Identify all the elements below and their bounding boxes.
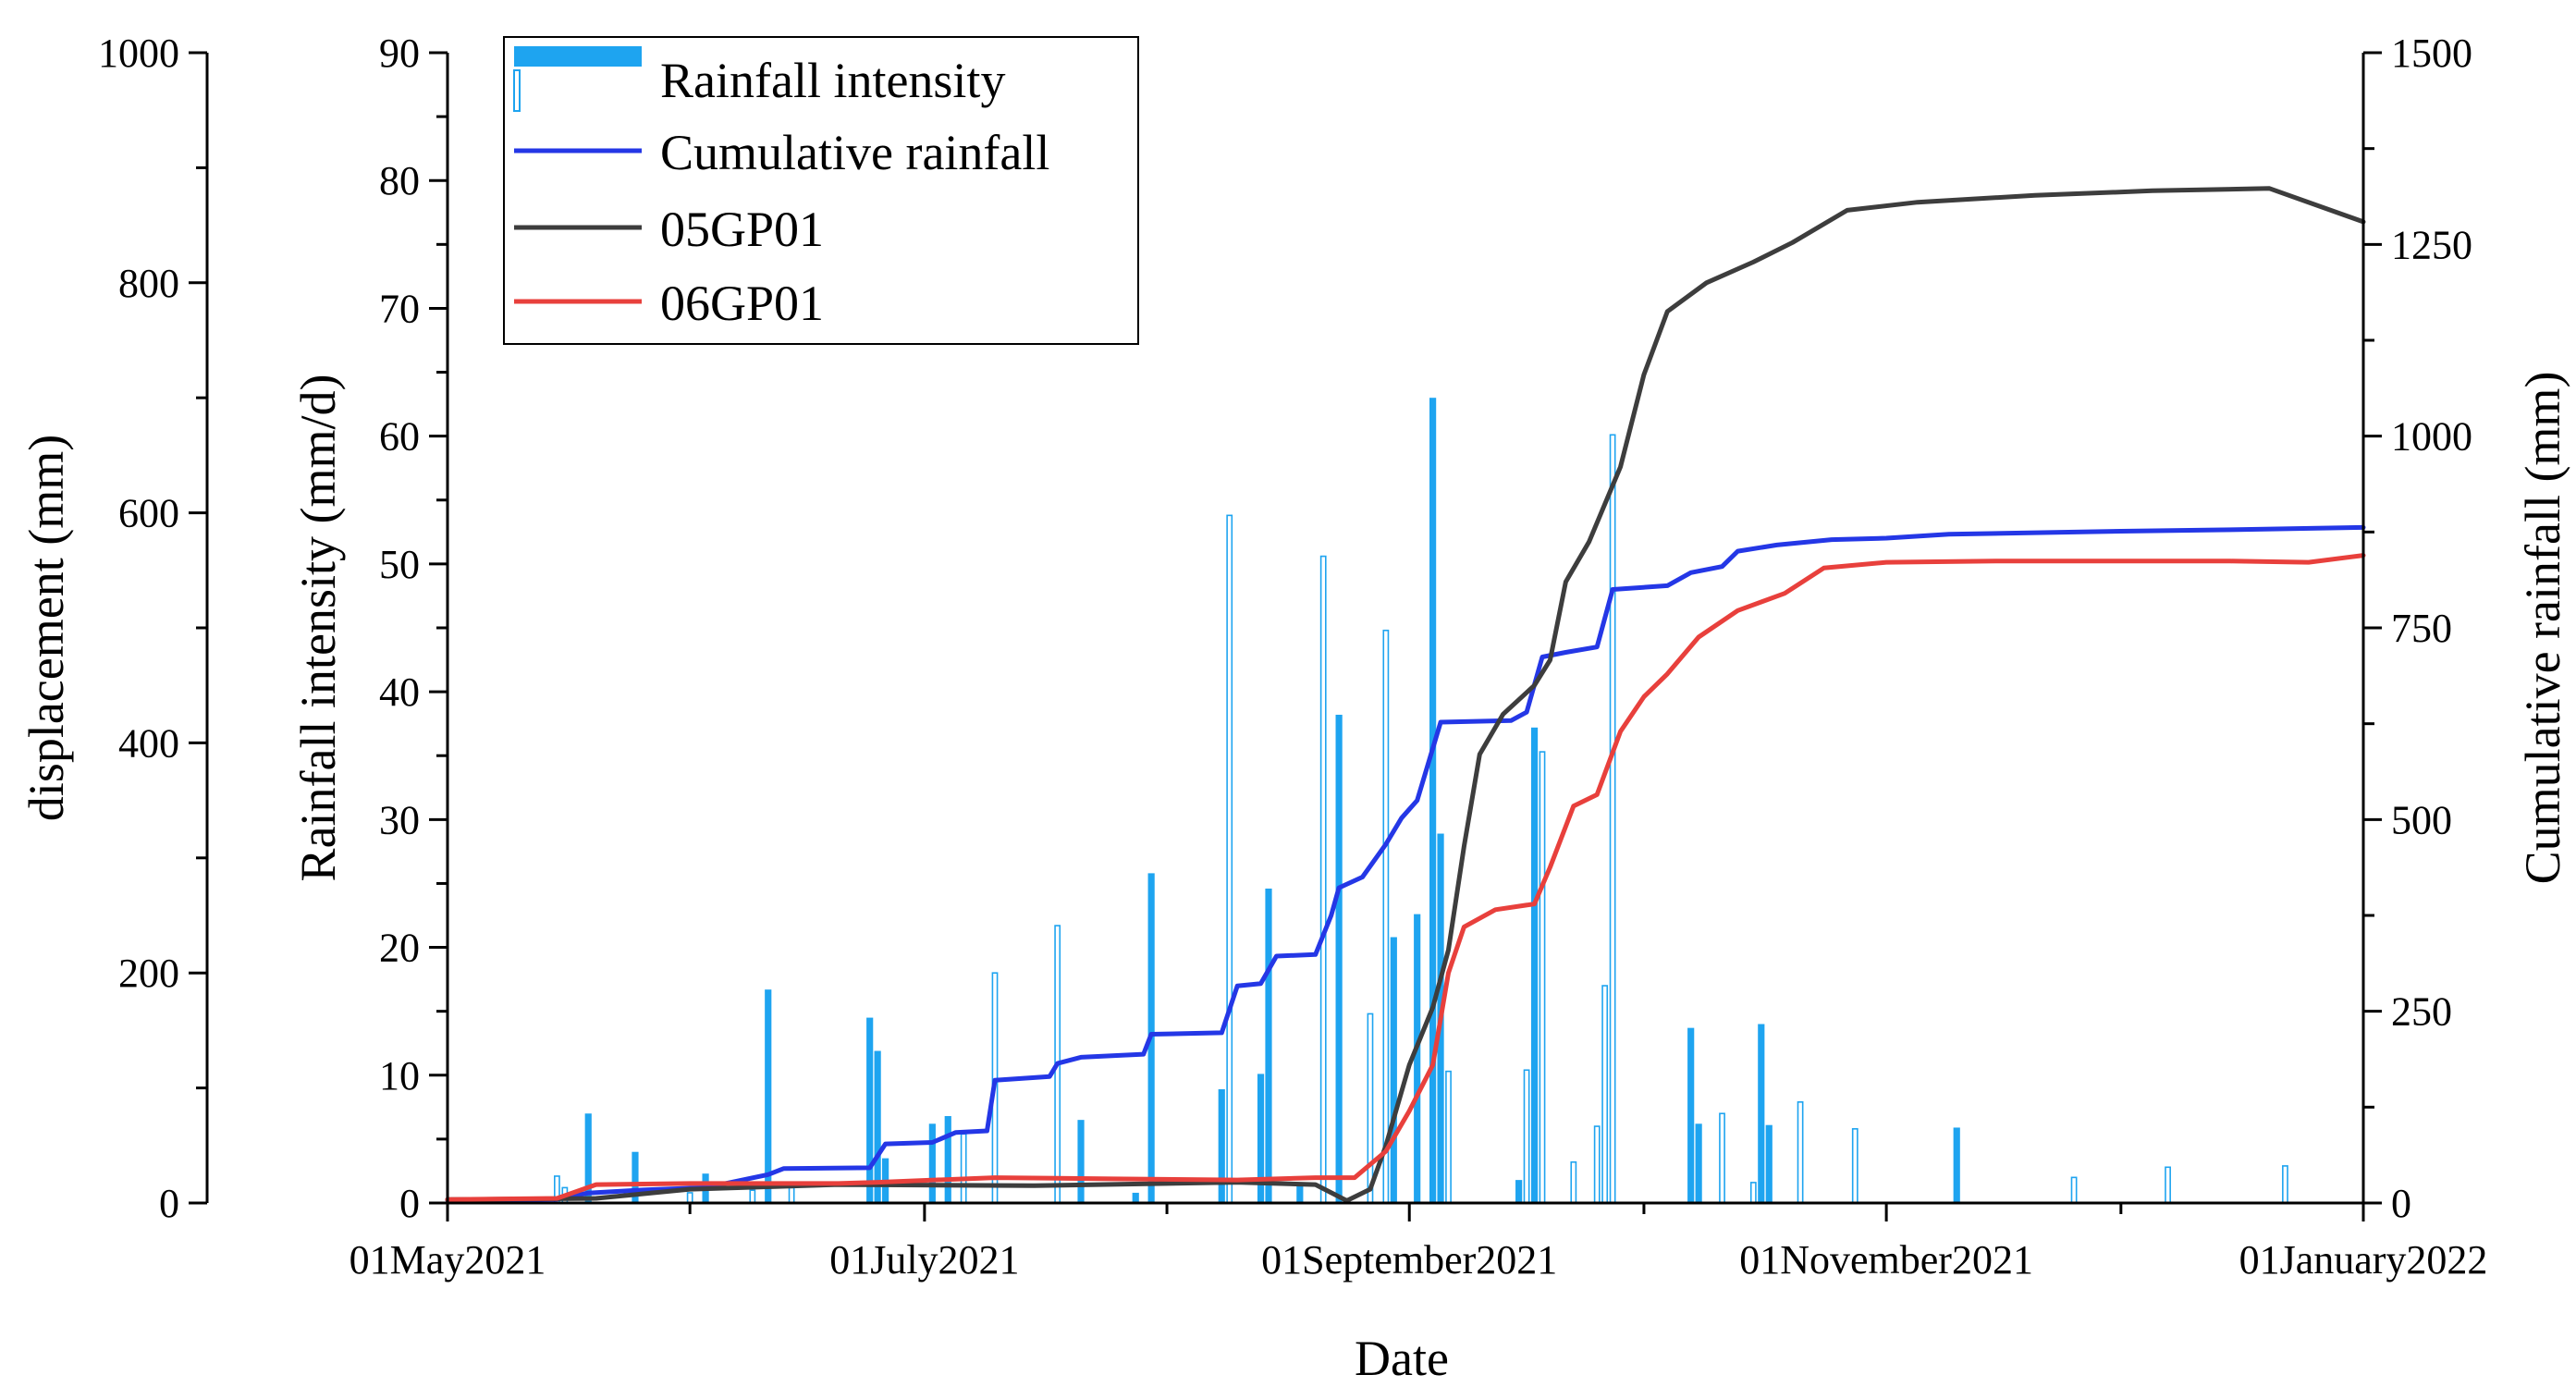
cumulative-tick-label-2: 500: [2391, 797, 2452, 842]
legend-swatch-rainfall-filled: [514, 46, 642, 67]
legend-label-cumulative: Cumulative rainfall: [660, 125, 1049, 180]
rainfall-tick-label-0: 0: [399, 1181, 420, 1226]
rainfall-bar-25: [1319, 555, 1327, 1204]
rainfall-bar-4: [686, 1192, 693, 1204]
x-tick-label-0: 01May2021: [350, 1237, 546, 1283]
displacement-tick-label-3: 600: [118, 491, 179, 536]
rainfall-bar-13: [944, 1116, 951, 1203]
rainfall-bar-29: [1390, 937, 1397, 1203]
axes: 01May2021 01July2021 01September2021 01Nove…: [18, 31, 2570, 1386]
x-tick-label-1: 01July2021: [829, 1237, 1019, 1283]
rainfall-bar-45: [1749, 1182, 1757, 1204]
rainfall-bar-22: [1257, 1074, 1265, 1203]
displacement-tick-label-5: 1000: [98, 31, 179, 76]
rainfall-bar-24: [1296, 1184, 1304, 1203]
rainfall-tick-label-1: 10: [379, 1053, 420, 1099]
legend-swatch-rainfall-outline: [513, 69, 521, 112]
rainfall-bar-26: [1335, 714, 1343, 1203]
rainfall-bar-31: [1429, 398, 1437, 1203]
rainfall-bar-44: [1719, 1112, 1725, 1204]
rainfall-bar-38: [1570, 1160, 1577, 1204]
rainfall-bar-21: [1226, 514, 1233, 1204]
legend-label-06gp01: 06GP01: [660, 276, 824, 331]
rainfall-tick-label-8: 80: [379, 158, 420, 203]
rainfall-bar-10: [874, 1050, 881, 1203]
displacement-tick-label-4: 800: [118, 261, 179, 306]
series-line-05gp01: [445, 186, 2366, 1203]
rainfall-bar-35: [1523, 1069, 1530, 1204]
rainfall-bar-47: [1765, 1124, 1773, 1203]
rainfall-bar-23: [1265, 888, 1272, 1203]
cumulative-axis-title: Cumulative rainfall (mm): [2515, 372, 2570, 885]
rainfall-bar-49: [1851, 1128, 1858, 1204]
x-tick-label-2: 01September2021: [1261, 1237, 1557, 1283]
rainfall-bar-30: [1414, 914, 1421, 1203]
x-axis-title: Date: [1355, 1331, 1449, 1386]
cumulative-tick-label-1: 250: [2391, 989, 2452, 1035]
rainfall-bar-36: [1530, 727, 1539, 1203]
rainfall-tick-label-6: 60: [379, 414, 420, 460]
rainfall-bar-3: [632, 1151, 639, 1203]
rainfall-bar-51: [2070, 1176, 2078, 1204]
x-tick-label-3: 01November2021: [1739, 1237, 2033, 1283]
rainfall-tick-label-4: 40: [379, 669, 420, 715]
rainfall-bar-14: [960, 1133, 967, 1204]
rainfall-tick-label-7: 70: [379, 286, 420, 331]
rainfall-bar-43: [1695, 1123, 1702, 1203]
rainfall-tick-label-3: 30: [379, 797, 420, 842]
rainfall-bar-9: [866, 1017, 874, 1203]
rainfall-bar-34: [1515, 1180, 1523, 1203]
displacement-tick-label-0: 0: [159, 1181, 179, 1226]
rainfall-bar-17: [1077, 1120, 1085, 1203]
rainfall-bar-53: [2282, 1165, 2288, 1204]
rainfall-bar-2: [584, 1113, 592, 1203]
series-line-cumulative-rainfall: [445, 524, 2366, 1203]
legend-box: [503, 36, 1139, 345]
displacement-axis-title: displacement (mm): [18, 435, 74, 821]
rainfall-bar-37: [1539, 751, 1546, 1204]
cumulative-tick-label-6: 1500: [2391, 31, 2472, 76]
rainfall-bar-6: [749, 1189, 756, 1204]
legend-label-05gp01: 05GP01: [660, 202, 824, 257]
cumulative-tick-label-4: 1000: [2391, 414, 2472, 460]
rainfall-tick-label-5: 50: [379, 542, 420, 587]
x-tick-label-4: 01January2022: [2239, 1237, 2488, 1283]
rainfall-bars: [554, 398, 2288, 1204]
rainfall-tick-label-2: 20: [379, 926, 420, 971]
series-lines: [445, 186, 2366, 1203]
rainfall-bar-46: [1758, 1024, 1765, 1203]
legend-label-rainfall: Rainfall intensity: [660, 53, 1005, 108]
rainfall-bar-28: [1382, 629, 1390, 1204]
rainfall-bar-12: [928, 1123, 936, 1203]
rainfall-tick-label-9: 90: [379, 31, 420, 76]
series-line-06gp01: [445, 553, 2366, 1202]
rainfall-bar-8: [788, 1186, 795, 1204]
rainfall-bar-20: [1218, 1088, 1225, 1203]
cumulative-tick-label-5: 1250: [2391, 222, 2472, 267]
rainfall-bar-18: [1132, 1192, 1139, 1203]
cumulative-tick-label-3: 750: [2391, 606, 2452, 651]
displacement-tick-label-1: 200: [118, 951, 179, 996]
rainfall-bar-50: [1953, 1127, 1960, 1203]
displacement-tick-label-2: 400: [118, 720, 179, 766]
rainfall-bar-48: [1797, 1101, 1804, 1204]
rainfall-bar-39: [1593, 1125, 1601, 1204]
rainfall-bar-42: [1687, 1027, 1695, 1203]
rainfall-bar-27: [1367, 1013, 1374, 1204]
rainfall-bar-33: [1445, 1070, 1452, 1204]
rainfall-bar-7: [765, 989, 772, 1203]
rainfall-axis-title: Rainfall intensity (mm/d): [290, 374, 346, 882]
cumulative-tick-label-0: 0: [2391, 1181, 2411, 1226]
rainfall-bar-40: [1601, 985, 1609, 1204]
rainfall-bar-52: [2165, 1166, 2171, 1204]
legend: Rainfall intensity Cumulative rainfall 0…: [503, 36, 1139, 345]
rainfall-bar-41: [1609, 434, 1616, 1204]
